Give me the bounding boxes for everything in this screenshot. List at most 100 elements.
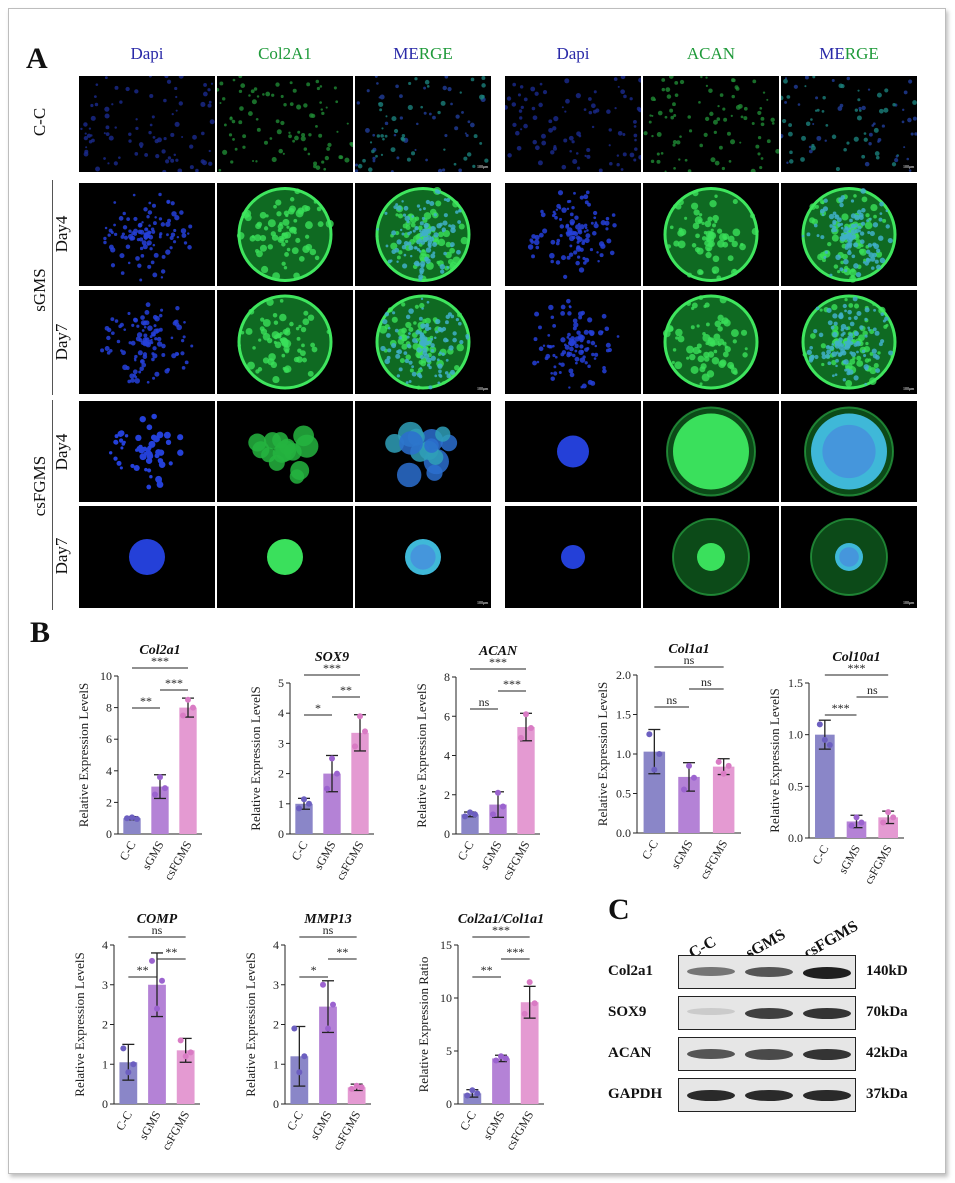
data-point [306, 800, 312, 807]
protein-band [803, 1008, 851, 1020]
data-point [462, 813, 468, 820]
protein-band [745, 967, 793, 978]
data-point [330, 1001, 336, 1008]
micrograph [79, 76, 215, 172]
blot-strip [678, 996, 856, 1030]
data-point [301, 796, 307, 803]
y-tick-label: 0 [106, 827, 112, 841]
x-tick-label: csFGMS [503, 1109, 536, 1153]
data-point [357, 713, 363, 720]
significance-label: ns [479, 695, 490, 709]
y-axis-label: Relative Expression LevelS [767, 688, 782, 832]
micrograph: 100μm [355, 76, 491, 172]
micrograph: 100μm [781, 290, 917, 394]
blot-row-label: ACAN [608, 1045, 652, 1061]
bar [148, 984, 166, 1104]
data-point [348, 1085, 355, 1092]
y-tick-label: 0 [273, 1097, 279, 1111]
blot-strip [678, 1078, 856, 1112]
data-point [646, 731, 653, 738]
svg-text:100μm: 100μm [477, 164, 489, 169]
y-tick-label: 0.0 [788, 831, 803, 845]
data-point [523, 711, 529, 718]
y-tick-label: 1 [278, 797, 284, 811]
panel-label-a: A [26, 42, 48, 75]
data-point [467, 809, 473, 816]
micrograph [643, 506, 779, 608]
micrograph [79, 401, 215, 502]
data-point [503, 1055, 509, 1062]
data-point [352, 743, 358, 750]
significance-label: ns [684, 653, 695, 667]
micrograph [217, 290, 353, 394]
data-point [134, 815, 140, 822]
y-tick-label: 4 [444, 749, 450, 763]
micrograph [79, 183, 215, 286]
y-tick-label: 0 [278, 827, 284, 841]
micrograph [505, 290, 641, 394]
x-tick-label: C-C [457, 1109, 479, 1133]
y-tick-label: 3 [102, 978, 108, 992]
protein-band [803, 1049, 851, 1061]
blot-size-label: 37kDa [866, 1086, 908, 1102]
data-point [149, 957, 155, 964]
x-tick-label: sGMS [480, 1109, 507, 1143]
protein-band [803, 967, 851, 979]
data-point [853, 814, 860, 821]
data-point [495, 789, 501, 796]
bar [179, 707, 197, 834]
data-point [124, 815, 130, 822]
bar [295, 803, 313, 834]
micrograph [505, 183, 641, 286]
panel-label-c: C [608, 893, 630, 926]
bar [176, 1050, 195, 1104]
data-point [490, 811, 496, 818]
data-point [500, 803, 506, 810]
blot-row-label: Col2a1 [608, 963, 653, 979]
column-header: MERGE [819, 44, 879, 63]
data-point [324, 785, 330, 792]
y-tick-label: 8 [106, 701, 112, 715]
data-point [720, 770, 727, 777]
significance-label: *** [151, 654, 169, 668]
data-point [656, 751, 663, 757]
y-tick-label: 0.0 [616, 826, 631, 840]
micrograph [355, 183, 491, 286]
y-tick-label: 1 [102, 1057, 108, 1071]
data-point [821, 736, 828, 743]
bar [643, 751, 666, 833]
data-point [130, 1061, 137, 1068]
data-point [493, 1057, 499, 1064]
y-tick-label: 1.5 [788, 676, 803, 690]
significance-label: *** [323, 661, 341, 675]
data-point [154, 1005, 160, 1012]
data-point [187, 1049, 194, 1056]
data-point [498, 1053, 504, 1060]
y-tick-label: 6 [106, 732, 112, 746]
significance-label: * [311, 963, 317, 977]
data-point [125, 1069, 132, 1076]
significance-label: * [315, 701, 321, 715]
micrograph [79, 290, 215, 394]
y-axis-label: Relative Expression LevelS [248, 686, 263, 830]
svg-text:100μm: 100μm [477, 600, 489, 605]
significance-label: *** [848, 661, 866, 675]
y-tick-label: 3 [273, 978, 279, 992]
data-point [725, 762, 732, 769]
column-header: ACAN [686, 44, 736, 63]
group-divider [52, 180, 53, 395]
significance-label: ns [666, 693, 677, 707]
bar [351, 732, 369, 834]
data-point [162, 785, 168, 792]
data-point [651, 766, 658, 773]
svg-text:100μm: 100μm [903, 600, 915, 605]
y-tick-label: 2 [273, 1018, 279, 1032]
micrograph [505, 506, 641, 608]
y-tick-label: 4 [278, 706, 284, 720]
panel-label-b: B [30, 616, 51, 649]
micrograph [217, 506, 353, 608]
